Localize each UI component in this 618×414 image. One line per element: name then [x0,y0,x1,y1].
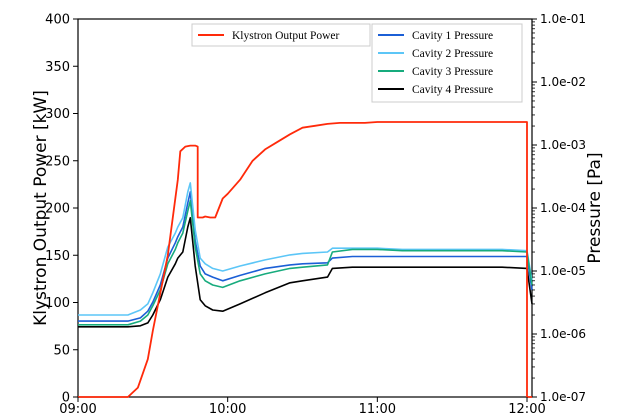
y2-tick-label-5: 1.0e-02 [540,75,586,89]
y-tick-label-4: 200 [45,202,70,217]
y-tick-label-7: 350 [45,60,70,75]
y2-tick-label-2: 1.0e-05 [540,264,586,278]
legend-label-cavity-1: Cavity 1 Pressure [412,30,493,42]
axes-layer: 09:00 10:00 11:00 12:00 0 50 100 150 200 250 300 35… [45,12,586,414]
y-axis-label-left: Klystron Output Power [kW] [31,90,51,326]
series-line-klystron-output-power [78,121,532,398]
legend-label-cavity-4: Cavity 4 Pressure [412,84,493,96]
y-tick-label-6: 300 [45,107,70,122]
y-tick-label-3: 150 [45,249,70,264]
y-tick-label-2: 100 [45,296,70,311]
series-layer [78,121,533,398]
y-axis-label-right: Pressure [Pa] [585,152,605,263]
legend-label-cavity-2: Cavity 2 Pressure [412,48,493,60]
legend-left: Klystron Output Power [191,23,371,47]
x-tick-label-1: 10:00 [209,402,246,414]
y-tick-label-0: 0 [62,391,70,406]
x-tick-label-3: 12:00 [508,402,545,414]
y-tick-label-1: 50 [53,343,70,358]
series-line-cavity-4-pressure [78,217,533,328]
y2-tick-label-3: 1.0e-04 [540,201,586,215]
y2-tick-label-1: 1.0e-06 [540,327,586,341]
legend-label-cavity-3: Cavity 3 Pressure [412,66,493,78]
legend-label-klystron: Klystron Output Power [232,30,340,42]
y2-tick-label-0: 1.0e-07 [540,390,586,404]
y-tick-label-8: 400 [45,13,70,28]
x-tick-label-0: 09:00 [59,402,96,414]
series-line-cavity-1-pressure [78,191,533,322]
series-line-cavity-2-pressure [78,182,533,316]
legend-left-box [191,23,371,47]
x-tick-label-2: 11:00 [359,402,396,414]
y2-tick-label-4: 1.0e-03 [540,138,586,152]
y-tick-label-5: 250 [45,154,70,169]
y2-tick-label-6: 1.0e-01 [540,12,586,26]
legend-right: Cavity 1 Pressure Cavity 2 Pressure Cavi… [371,23,523,103]
